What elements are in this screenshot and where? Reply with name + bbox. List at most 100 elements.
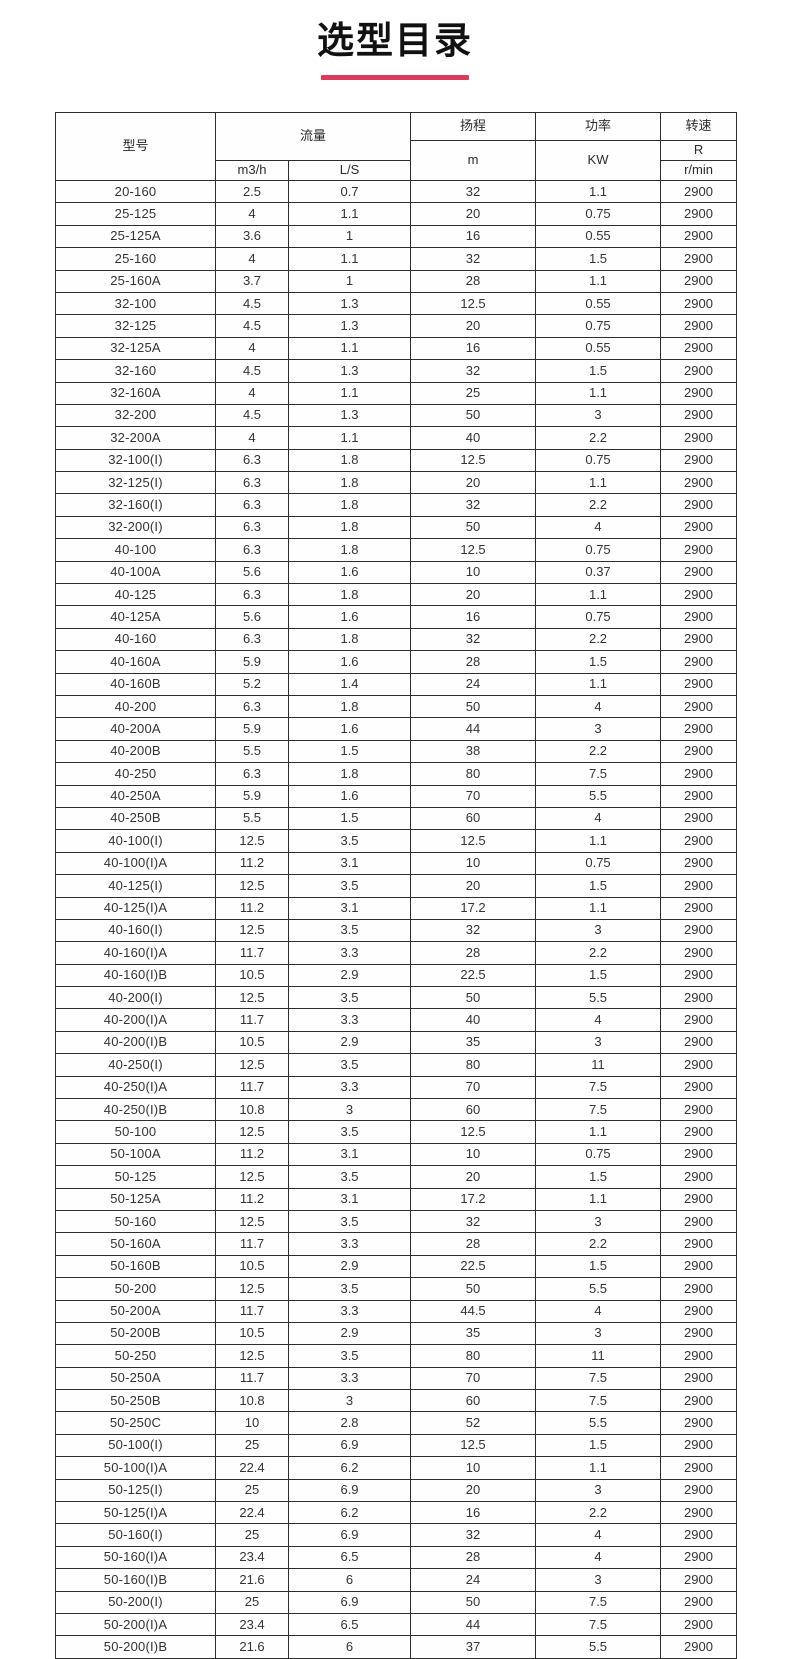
cell-speed-rmin: 2900 xyxy=(660,941,738,965)
cell-flow-ls: 1.6 xyxy=(287,560,412,585)
cell-flow-m3h: 10.5 xyxy=(215,1030,289,1055)
cell-power-kw: 0.75 xyxy=(535,605,662,629)
cell-power-kw: 2.2 xyxy=(535,1501,662,1525)
page-title: 选型目录 xyxy=(317,20,473,61)
cell-flow-m3h: 10.5 xyxy=(215,1321,289,1346)
cell-flow-m3h: 11.7 xyxy=(215,1299,289,1323)
cell-power-kw: 1.1 xyxy=(535,896,662,920)
cell-head-m: 80 xyxy=(410,1053,537,1077)
cell-power-kw: 4 xyxy=(535,806,662,831)
cell-power-kw: 2.2 xyxy=(535,627,662,652)
cell-flow-ls: 3.3 xyxy=(287,1075,412,1100)
cell-flow-m3h: 6.3 xyxy=(215,583,289,607)
cell-flow-ls: 3.5 xyxy=(287,918,412,943)
cell-head-m: 70 xyxy=(410,1075,537,1100)
cell-model: 40-125 xyxy=(55,583,216,607)
cell-model: 32-125(I) xyxy=(55,471,216,495)
table-row: 50-250C 10 2.8 52 5.5 2900 xyxy=(55,1411,738,1435)
table-row: 50-125(I)A 22.4 6.2 16 2.2 2900 xyxy=(55,1501,738,1525)
cell-model: 40-200 xyxy=(55,694,216,719)
cell-flow-m3h: 12.5 xyxy=(215,1120,289,1144)
cell-flow-m3h: 10.5 xyxy=(215,1254,289,1279)
cell-model: 40-160(I)B xyxy=(55,963,216,988)
cell-power-kw: 1.1 xyxy=(535,672,662,696)
cell-model: 50-100(I)A xyxy=(55,1456,216,1480)
cell-head-m: 10 xyxy=(410,851,537,876)
cell-flow-ls: 1 xyxy=(287,224,412,249)
cell-power-kw: 5.5 xyxy=(535,1277,662,1301)
cell-flow-ls: 0.7 xyxy=(287,179,412,204)
cell-flow-m3h: 12.5 xyxy=(215,1277,289,1301)
table-row: 32-160 4.5 1.3 32 1.5 2900 xyxy=(55,359,738,383)
cell-speed-rmin: 2900 xyxy=(660,1411,738,1435)
table-row: 50-100A 11.2 3.1 10 0.75 2900 xyxy=(55,1142,738,1167)
cell-flow-ls: 1.3 xyxy=(287,359,412,383)
header-head-unit: m xyxy=(410,140,537,181)
cell-power-kw: 1.5 xyxy=(535,650,662,674)
table-row: 32-125A 4 1.1 16 0.55 2900 xyxy=(55,336,738,361)
cell-speed-rmin: 2900 xyxy=(660,1321,738,1346)
cell-flow-m3h: 23.4 xyxy=(215,1545,289,1570)
cell-flow-m3h: 3.6 xyxy=(215,224,289,249)
cell-speed-rmin: 2900 xyxy=(660,1433,738,1458)
header-flow-m3h: m3/h xyxy=(215,160,289,181)
table-row: 40-125A 5.6 1.6 16 0.75 2900 xyxy=(55,605,738,629)
cell-power-kw: 2.2 xyxy=(535,941,662,965)
cell-power-kw: 1.1 xyxy=(535,179,662,204)
cell-power-kw: 1.5 xyxy=(535,1254,662,1279)
cell-model: 50-200B xyxy=(55,1321,216,1346)
cell-head-m: 16 xyxy=(410,605,537,629)
cell-power-kw: 3 xyxy=(535,717,662,741)
table-row: 25-160 4 1.1 32 1.5 2900 xyxy=(55,247,738,271)
cell-speed-rmin: 2900 xyxy=(660,1120,738,1144)
cell-speed-rmin: 2900 xyxy=(660,1344,738,1368)
cell-power-kw: 7.5 xyxy=(535,1366,662,1391)
cell-power-kw: 0.75 xyxy=(535,448,662,473)
cell-flow-ls: 3.5 xyxy=(287,986,412,1010)
cell-power-kw: 0.55 xyxy=(535,336,662,361)
cell-model: 50-160(I)B xyxy=(55,1568,216,1592)
table-row: 32-200 4.5 1.3 50 3 2900 xyxy=(55,403,738,428)
table-row: 32-100 4.5 1.3 12.5 0.55 2900 xyxy=(55,291,738,316)
cell-flow-m3h: 4 xyxy=(215,247,289,271)
cell-power-kw: 1.1 xyxy=(535,1456,662,1480)
cell-flow-m3h: 25 xyxy=(215,1523,289,1547)
table-row: 40-160B 5.2 1.4 24 1.1 2900 xyxy=(55,672,738,696)
cell-model: 50-160A xyxy=(55,1232,216,1256)
cell-head-m: 20 xyxy=(410,202,537,226)
cell-power-kw: 5.5 xyxy=(535,1411,662,1435)
cell-flow-m3h: 10.8 xyxy=(215,1389,289,1413)
cell-flow-ls: 1.3 xyxy=(287,403,412,428)
cell-power-kw: 7.5 xyxy=(535,1098,662,1122)
cell-speed-rmin: 2900 xyxy=(660,515,738,540)
table-row: 40-250(I)A 11.7 3.3 70 7.5 2900 xyxy=(55,1075,738,1100)
cell-flow-m3h: 25 xyxy=(215,1433,289,1458)
cell-head-m: 17.2 xyxy=(410,1187,537,1211)
cell-speed-rmin: 2900 xyxy=(660,806,738,831)
table-row: 50-160 12.5 3.5 32 3 2900 xyxy=(55,1209,738,1234)
cell-speed-rmin: 2900 xyxy=(660,179,738,204)
cell-head-m: 37 xyxy=(410,1635,537,1659)
cell-head-m: 52 xyxy=(410,1411,537,1435)
cell-power-kw: 7.5 xyxy=(535,1590,662,1615)
cell-model: 32-100(I) xyxy=(55,448,216,473)
cell-power-kw: 7.5 xyxy=(535,1075,662,1100)
cell-head-m: 60 xyxy=(410,806,537,831)
cell-speed-rmin: 2900 xyxy=(660,672,738,696)
cell-head-m: 32 xyxy=(410,627,537,652)
cell-head-m: 12.5 xyxy=(410,829,537,853)
cell-head-m: 20 xyxy=(410,471,537,495)
cell-head-m: 50 xyxy=(410,986,537,1010)
cell-power-kw: 1.5 xyxy=(535,359,662,383)
cell-power-kw: 2.2 xyxy=(535,426,662,450)
cell-speed-rmin: 2900 xyxy=(660,1008,738,1032)
cell-speed-rmin: 2900 xyxy=(660,1299,738,1323)
table-row: 50-100(I) 25 6.9 12.5 1.5 2900 xyxy=(55,1433,738,1458)
cell-power-kw: 1.5 xyxy=(535,963,662,988)
cell-model: 50-160B xyxy=(55,1254,216,1279)
cell-power-kw: 0.37 xyxy=(535,560,662,585)
cell-speed-rmin: 2900 xyxy=(660,1030,738,1055)
cell-head-m: 50 xyxy=(410,1277,537,1301)
table-row: 50-100 12.5 3.5 12.5 1.1 2900 xyxy=(55,1120,738,1144)
cell-flow-ls: 1.8 xyxy=(287,627,412,652)
